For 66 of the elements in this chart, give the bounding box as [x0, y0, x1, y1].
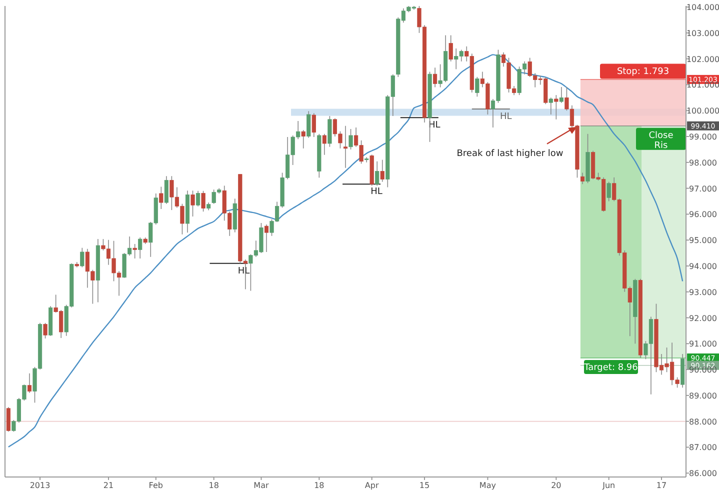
y-tick-label: 95.000 [689, 236, 717, 246]
x-tick-label: 20 [551, 481, 562, 490]
annotation: HL [500, 112, 512, 122]
x-tick-label: 15 [419, 481, 430, 490]
annotation: Stop: 1.793 [616, 66, 670, 77]
annotation: Break of last higher low [456, 148, 564, 159]
candlestick [343, 125, 348, 168]
candlestick [138, 237, 142, 259]
x-tick-label: 18 [314, 481, 324, 490]
candlestick [164, 176, 168, 204]
annotation: Target: 8.96 [583, 362, 638, 373]
candlestick [159, 186, 164, 210]
candlestick [364, 156, 369, 163]
candlestick [6, 406, 10, 432]
candlestick [132, 244, 137, 259]
candlestick [43, 322, 48, 339]
annotation: HL [370, 187, 382, 198]
y-tick-label: 102.000 [686, 54, 719, 64]
y-tick-label: 89.000 [689, 391, 717, 400]
candlestick [559, 86, 564, 104]
y-tick-label: 93.000 [689, 288, 717, 297]
candlestick [554, 94, 558, 120]
x-tick-label: Feb [148, 481, 163, 490]
y-tick-label: 88.000 [689, 417, 717, 426]
candlestick [475, 76, 480, 98]
candlestick [264, 224, 269, 252]
candlestick [301, 130, 306, 149]
y-tick-label: 87.000 [689, 443, 717, 452]
candlestick [448, 34, 453, 62]
y-tick-label: 104.000 [686, 3, 719, 12]
x-tick-label: May [479, 481, 496, 490]
x-tick-label: Mar [254, 481, 270, 490]
x-tick-label: Jun [602, 481, 616, 490]
y-tick-label: 98.000 [689, 158, 717, 168]
candlestick [348, 128, 353, 150]
candlestick [580, 172, 585, 185]
annotation: HL [238, 266, 250, 276]
candlestick [306, 110, 311, 138]
y-tick-label: 86.000 [689, 469, 717, 478]
x-tick-label: 17 [656, 481, 667, 490]
candlestick [196, 190, 200, 207]
x-tick-label: Apr [364, 481, 380, 490]
y-tick-label: 103.000 [686, 28, 719, 38]
candlestick [322, 134, 326, 156]
x-tick-label: 2013 [30, 481, 50, 490]
candlestick [375, 160, 380, 186]
annotation: Close Ris [648, 130, 674, 151]
y-tick-label: 92.000 [689, 314, 717, 323]
y-tick-label: 94.000 [689, 262, 717, 271]
candlestick [432, 67, 438, 88]
candlestick [80, 247, 84, 268]
y-tick-label: 100.000 [686, 106, 719, 116]
y-tick-label: 96.000 [689, 210, 717, 220]
candlestick [380, 159, 384, 182]
y-tick-label: 91.000 [689, 340, 717, 349]
candlestick [201, 190, 206, 212]
candlestick [606, 181, 611, 202]
candlestick [27, 373, 32, 394]
candlestick [190, 190, 195, 217]
y-tick-label: 99.000 [689, 132, 717, 142]
candlestick [548, 97, 553, 115]
x-tick-label: 18 [208, 481, 219, 490]
x-tick-label: 21 [103, 481, 114, 490]
line-series [8, 54, 684, 448]
y-tick-label: 97.000 [689, 184, 717, 194]
candlestick [312, 112, 316, 138]
